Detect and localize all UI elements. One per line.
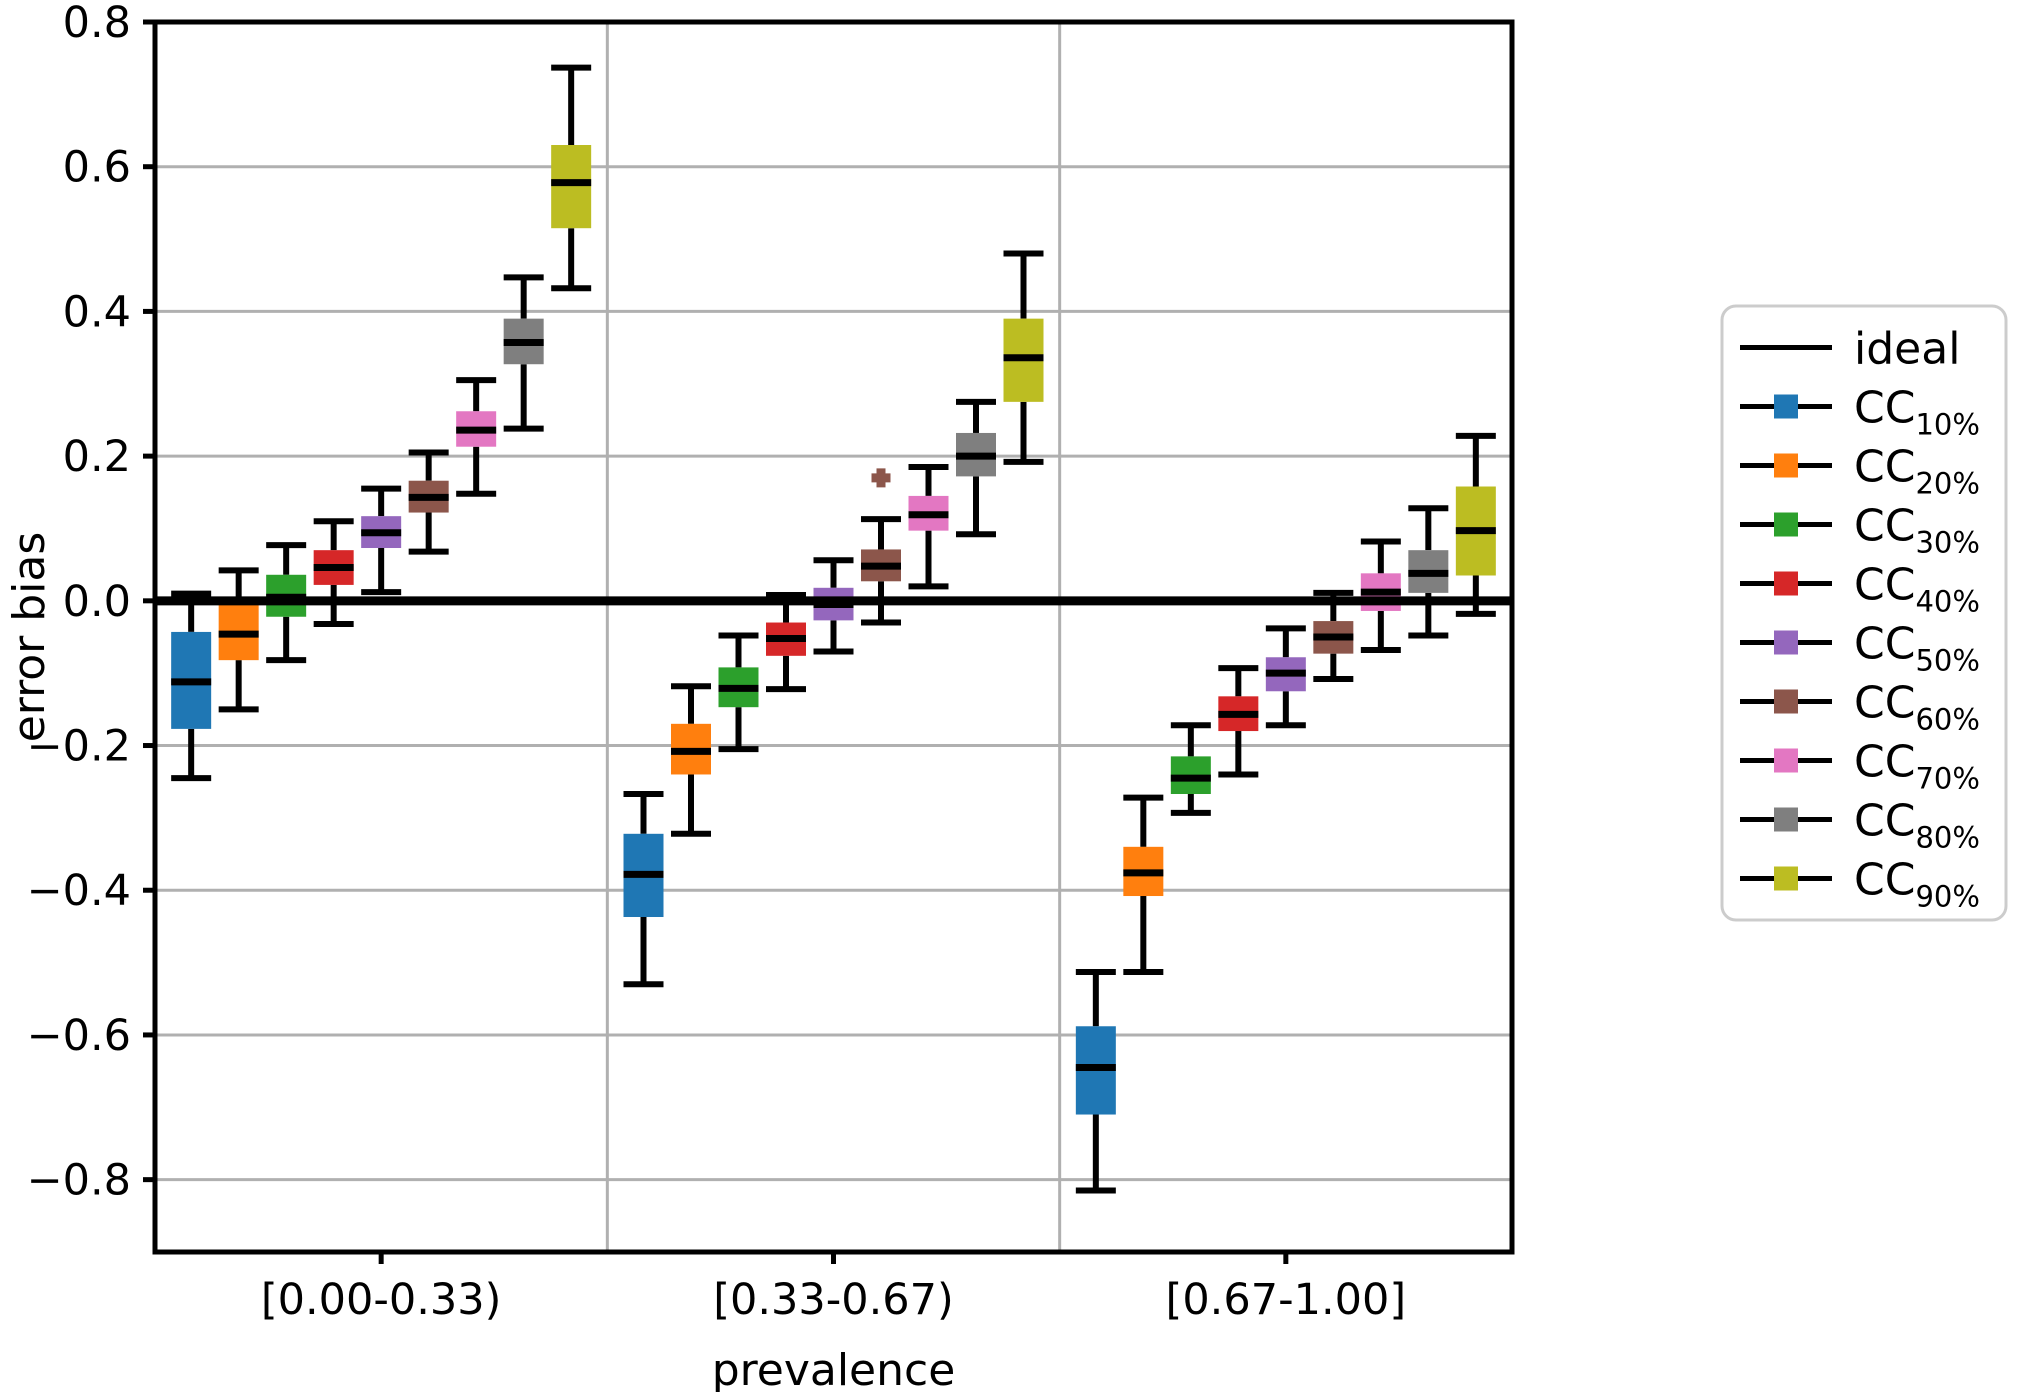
x-tick-label: [0.00-0.33) bbox=[261, 1275, 502, 1325]
legend-label-subscript: 50% bbox=[1915, 644, 1979, 678]
y-axis-title: error bias bbox=[4, 532, 55, 743]
boxplot-box bbox=[408, 449, 449, 555]
boxplot-box bbox=[503, 274, 544, 432]
axis-titles: prevalence error bias bbox=[4, 532, 955, 1392]
boxplot-series-CC70% bbox=[456, 377, 1401, 654]
boxplot-box bbox=[456, 377, 497, 497]
legend-item-ideal[interactable]: ideal bbox=[1740, 324, 1960, 375]
x-tick-label: [0.33-0.67) bbox=[713, 1275, 954, 1325]
legend-label: CC50% bbox=[1854, 619, 1980, 678]
boxplot-box bbox=[956, 398, 996, 538]
legend-swatch bbox=[1774, 748, 1798, 773]
legend-swatch bbox=[1774, 689, 1798, 714]
boxplot-box bbox=[1313, 589, 1354, 682]
boxplot-box bbox=[1360, 538, 1401, 654]
boxplot-series-CC20% bbox=[218, 567, 1164, 975]
boxplot-box bbox=[1265, 625, 1306, 729]
legend-swatch bbox=[1774, 807, 1798, 832]
legend[interactable]: idealCC10%CC20%CC30%CC40%CC50%CC60%CC70%… bbox=[1720, 304, 2008, 922]
boxplot-box bbox=[171, 590, 212, 782]
boxplot-box bbox=[551, 64, 592, 292]
boxplot-series-CC90% bbox=[551, 64, 1496, 617]
y-tick-label: 0.8 bbox=[63, 0, 131, 48]
legend-label-subscript: 20% bbox=[1915, 467, 1979, 501]
x-tick-label: [0.67-1.00] bbox=[1166, 1275, 1407, 1325]
legend-label: ideal bbox=[1854, 324, 1960, 375]
y-tick-label: −0.4 bbox=[27, 866, 131, 916]
boxplot-box bbox=[361, 485, 402, 596]
y-tick-labels: 0.8 0.6 0.4 0.2 0.0 −0.2 −0.4 −0.6 −0.8 bbox=[27, 0, 155, 1206]
y-tick-label: −0.6 bbox=[27, 1011, 131, 1061]
boxplot-box bbox=[718, 632, 759, 753]
y-tick-label: 0.2 bbox=[63, 432, 131, 482]
boxplot-box bbox=[1003, 250, 1044, 465]
x-tick-labels: [0.00-0.33) [0.33-0.67) [0.67-1.00] bbox=[261, 1252, 1406, 1325]
legend-label-subscript: 10% bbox=[1915, 408, 1979, 442]
boxplot-box bbox=[1218, 665, 1259, 778]
legend-swatch bbox=[1774, 394, 1798, 419]
legend-label-subscript: 30% bbox=[1915, 526, 1979, 560]
boxplot-box bbox=[313, 518, 354, 627]
y-tick-label: 0.0 bbox=[63, 577, 131, 627]
x-axis-title: prevalence bbox=[712, 1345, 956, 1392]
y-tick-label: 0.4 bbox=[63, 287, 131, 337]
boxplot-box bbox=[1075, 968, 1116, 1194]
boxplot-box bbox=[1170, 722, 1211, 816]
y-tick-label: −0.2 bbox=[27, 722, 131, 772]
boxplot-box bbox=[908, 463, 949, 590]
boxplot-box bbox=[218, 567, 259, 713]
legend-label-subscript: 80% bbox=[1915, 821, 1979, 855]
box-rect bbox=[551, 145, 592, 229]
legend-item-CC50%[interactable]: CC50% bbox=[1740, 619, 1980, 678]
boxplot-box bbox=[1455, 432, 1496, 617]
boxplot-box bbox=[623, 791, 664, 988]
y-tick-label: −0.8 bbox=[27, 1156, 131, 1206]
legend-swatch bbox=[1774, 630, 1798, 655]
legend-swatch bbox=[1774, 866, 1798, 891]
boxplot-series-CC40% bbox=[313, 518, 1259, 778]
legend-label-subscript: 40% bbox=[1915, 585, 1979, 619]
legend-swatch bbox=[1774, 453, 1798, 478]
boxplot-box bbox=[1123, 794, 1164, 975]
outlier-marker bbox=[871, 468, 891, 488]
boxplot-box bbox=[266, 542, 307, 664]
y-tick-label: 0.6 bbox=[63, 143, 131, 193]
boxplot-series-CC30% bbox=[266, 542, 1211, 816]
legend-label-subscript: 70% bbox=[1915, 762, 1979, 796]
legend-label-subscript: 60% bbox=[1915, 703, 1979, 737]
legend-label-subscript: 90% bbox=[1915, 880, 1979, 914]
boxplot-series-CC60% bbox=[408, 449, 1354, 682]
boxplot-series-CC10% bbox=[171, 590, 1116, 1194]
boxplot-box bbox=[671, 683, 711, 837]
legend-swatch bbox=[1774, 512, 1798, 537]
legend-swatch bbox=[1774, 571, 1798, 596]
